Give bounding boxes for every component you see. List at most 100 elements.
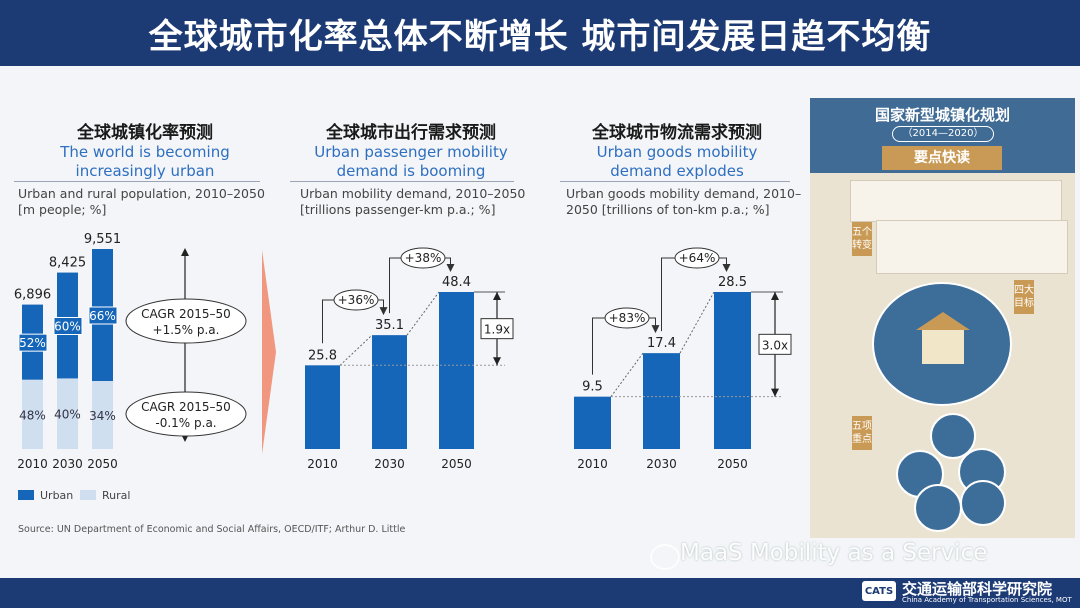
- panel-3-rule: [560, 181, 790, 182]
- multiple-arrow-down-icon-chart2: [771, 388, 779, 397]
- total-label-2050: 9,551: [84, 232, 121, 247]
- poster-header: 国家新型城镇化规划 （2014—2020）: [810, 98, 1075, 173]
- rural-bar-2010: [22, 379, 43, 449]
- growth-arrow-icon-chart1-1: [379, 307, 388, 316]
- panel-2-en-line1: Urban passenger mobility: [314, 143, 508, 161]
- urban-share-label-2010: 52%: [19, 336, 46, 350]
- panel-1-rule: [14, 181, 260, 182]
- growth-arrow-icon-chart1-2: [446, 264, 455, 272]
- urban-share-box-2030: [53, 317, 83, 336]
- poster-text-block-2: [876, 220, 1068, 274]
- cagr-arrow-up-icon: [181, 248, 189, 256]
- panel-2-zh-title: 全球城市出行需求预测: [326, 123, 496, 143]
- multiple-label-chart2: 3.0x: [762, 338, 788, 352]
- trend-line-chart2-2: [679, 291, 715, 354]
- x-tick-chart2-2010: 2010: [577, 457, 608, 471]
- bar-chart1-2050: [439, 292, 474, 449]
- growth-arrow-icon-chart2-1: [651, 325, 660, 334]
- growth-label-chart2-2: +64%: [679, 251, 716, 265]
- panel-2-rule: [290, 181, 514, 182]
- panel-1-sub-line2: [m people; %]: [18, 202, 107, 217]
- x-tick-chart1-2050: 2050: [441, 457, 472, 471]
- growth-ellipse-chart1-1: [333, 289, 379, 311]
- growth-label-chart2-1: +83%: [609, 311, 646, 325]
- urban-share-label-2050: 66%: [89, 309, 116, 323]
- page-title: 全球城市化率总体不断增长 城市间发展日趋不均衡: [0, 0, 1080, 66]
- wechat-icon: [650, 544, 680, 570]
- x-tick-chart1-2010: 2010: [17, 457, 48, 471]
- panel-2-sub-line2: [trillions passenger-km p.a.; %]: [300, 202, 496, 217]
- poster-tag-2: 四大目标: [1014, 280, 1034, 314]
- cagr-label-1-line1: CAGR 2015–50: [141, 307, 231, 321]
- multiple-box-chart1: [480, 318, 514, 340]
- panel-1-sub-line1: Urban and rural population, 2010–2050: [18, 186, 265, 201]
- rural-share-label-2050: 34%: [89, 409, 116, 423]
- bar-chart2-2010: [574, 396, 611, 449]
- total-label-2030: 8,425: [49, 256, 86, 271]
- panel-3-sub-line2: 2050 [trillions of ton-km p.a.; %]: [566, 202, 770, 217]
- panel-3-sub-line1: Urban goods mobility demand, 2010–: [566, 186, 802, 201]
- x-tick-chart1-2030: 2030: [374, 457, 405, 471]
- poster-focus-circle-5: [960, 480, 1006, 526]
- x-tick-chart2-2050: 2050: [717, 457, 748, 471]
- urban-share-label-2030: 60%: [54, 320, 81, 334]
- x-tick-chart1-2050: 2050: [87, 457, 118, 471]
- cats-logo: CATS: [862, 581, 896, 601]
- plan-poster: 国家新型城镇化规划 （2014—2020） 要点快读 五个转变 四大目标 五项重…: [810, 98, 1075, 538]
- bar-chart1-2010: [305, 365, 340, 449]
- value-label-chart2-2010: 9.5: [582, 380, 603, 395]
- panel-3-en-line2: demand explodes: [610, 162, 744, 180]
- multiple-box-chart2: [758, 333, 792, 355]
- poster-title: 国家新型城镇化规划: [874, 106, 1010, 124]
- charts-canvas: 6,896 52% 48% 2010 8,425 60% 40% 2030 9,551 66% 34…: [14, 232, 792, 502]
- poster-focus-circle-1: [930, 413, 976, 459]
- value-label-chart2-2050: 28.5: [718, 275, 747, 290]
- growth-ellipse-chart2-1: [604, 307, 650, 329]
- legend-rural-swatch: [80, 490, 96, 500]
- legend-urban-swatch: [18, 490, 34, 500]
- value-label-chart1-2030: 35.1: [375, 318, 404, 333]
- panel-2-sub-line1: Urban mobility demand, 2010–2050: [300, 186, 526, 201]
- watermark-text: MaaS Mobility as a Service: [680, 540, 988, 566]
- footer-bar: [0, 578, 1080, 608]
- trend-line-chart1-2: [406, 291, 440, 336]
- poster-tag-2-text: 四大目标: [1014, 285, 1034, 309]
- panel-arrow-icon: [262, 250, 276, 454]
- source-note: Source: UN Department of Economic and So…: [18, 524, 406, 535]
- multiple-arrow-down-icon-chart1: [493, 357, 501, 366]
- institution-name-en: China Academy of Transportation Sciences…: [902, 596, 1072, 604]
- poster-tag-3: 五项重点: [852, 416, 872, 450]
- value-label-chart2-2030: 17.4: [647, 336, 676, 351]
- total-label-2010: 6,896: [14, 288, 51, 303]
- poster-tag-1: 五个转变: [852, 222, 872, 256]
- cagr-label-2-line1: CAGR 2015–50: [141, 400, 231, 414]
- panel-3-header: 全球城市物流需求预测 Urban goods mobility demand e…: [552, 118, 802, 181]
- house-icon: [916, 312, 970, 364]
- poster-tag-3-text: 五项重点: [852, 421, 872, 445]
- cagr-label-1-line2: +1.5% p.a.: [153, 323, 220, 337]
- panel-3-subtitle: Urban goods mobility demand, 2010– 2050 …: [566, 186, 801, 218]
- poster-ribbon: 要点快读: [882, 146, 1002, 170]
- bar-chart1-2030: [372, 335, 407, 449]
- multiple-arrow-up-icon-chart1: [493, 292, 501, 300]
- panel-2-header: 全球城市出行需求预测 Urban passenger mobility dema…: [286, 118, 536, 181]
- growth-arrow-icon-chart2-2: [722, 264, 731, 272]
- x-tick-chart1-2030: 2030: [52, 457, 83, 471]
- urban-share-box-2050: [88, 306, 118, 325]
- panel-1-en-line2: increasingly urban: [75, 162, 215, 180]
- rural-bar-2030: [57, 378, 78, 449]
- bar-chart2-2030: [643, 353, 680, 449]
- cagr-label-2-line2: -0.1% p.a.: [155, 416, 216, 430]
- cagr-ellipse-1: [125, 298, 247, 344]
- trend-line-chart1-1: [339, 334, 373, 366]
- rural-share-label-2010: 48%: [19, 408, 46, 422]
- cagr-ellipse-2: [125, 391, 247, 437]
- rural-bar-2050: [92, 381, 113, 449]
- value-label-chart1-2050: 48.4: [442, 275, 471, 290]
- panel-1-subtitle: Urban and rural population, 2010–2050 [m…: [18, 186, 265, 218]
- panel-1-en-line1: The world is becoming: [60, 143, 230, 161]
- x-tick-chart2-2030: 2030: [646, 457, 677, 471]
- legend-rural-label: Rural: [102, 489, 130, 502]
- growth-label-chart1-2: +38%: [405, 251, 442, 265]
- panel-1-header: 全球城镇化率预测 The world is becoming increasin…: [20, 118, 270, 181]
